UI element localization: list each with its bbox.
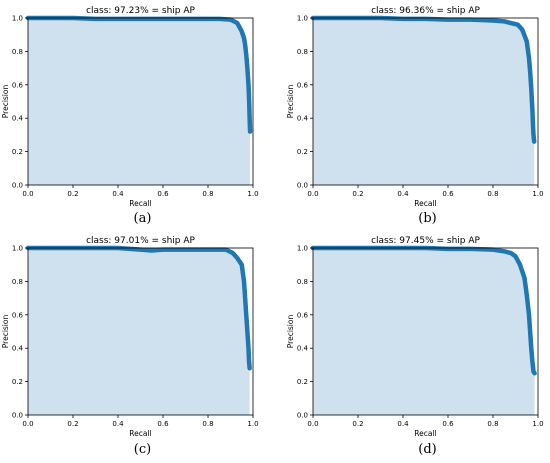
y-tick-label: 0.6 bbox=[12, 311, 24, 319]
x-tick-label: 0.6 bbox=[442, 190, 454, 198]
y-tick-label: 0.6 bbox=[297, 311, 309, 319]
y-tick-label: 1.0 bbox=[297, 245, 308, 253]
x-axis-label: Recall bbox=[129, 199, 151, 208]
y-axis-label: Precision bbox=[286, 85, 295, 119]
panel-caption: (c) bbox=[134, 442, 151, 457]
y-tick-label: 1.0 bbox=[12, 245, 23, 253]
pr-area-fill bbox=[28, 18, 251, 185]
x-tick-label: 0.6 bbox=[157, 420, 169, 428]
chart-panel: 0.0 0.2 0.4 0.6 0.8 1.0 0.0 0.2 0.4 0.6 0.8 1.0 clas… bbox=[286, 236, 544, 457]
y-tick-label: 0.8 bbox=[297, 48, 308, 56]
y-tick-label: 0.4 bbox=[297, 115, 309, 123]
chart-title: class: 97.45% = ship AP bbox=[371, 236, 480, 246]
y-tick-label: 0.2 bbox=[12, 378, 23, 386]
y-tick-label: 0.0 bbox=[297, 412, 308, 420]
x-tick-label: 0.4 bbox=[112, 420, 124, 428]
x-tick-label: 0.4 bbox=[397, 420, 409, 428]
y-tick-label: 0.4 bbox=[12, 115, 24, 123]
x-tick-label: 1.0 bbox=[532, 420, 543, 428]
y-tick-label: 0.2 bbox=[297, 148, 308, 156]
x-axis-label: Recall bbox=[414, 199, 436, 208]
plot-frame bbox=[312, 247, 539, 416]
plot-frame bbox=[27, 17, 254, 186]
plot-frame bbox=[312, 17, 539, 186]
y-tick-label: 0.0 bbox=[12, 182, 23, 190]
x-axis-label: Recall bbox=[414, 429, 436, 438]
y-tick-label: 0.0 bbox=[12, 412, 23, 420]
pr-area-fill bbox=[313, 18, 535, 185]
x-tick-label: 1.0 bbox=[532, 190, 543, 198]
x-tick-label: 0.0 bbox=[307, 420, 318, 428]
y-axis-label: Precision bbox=[286, 315, 295, 349]
x-tick-label: 0.0 bbox=[22, 420, 33, 428]
x-tick-label: 1.0 bbox=[247, 420, 258, 428]
y-tick-label: 0.0 bbox=[297, 182, 308, 190]
x-tick-label: 0.2 bbox=[67, 190, 78, 198]
x-tick-label: 0.6 bbox=[442, 420, 454, 428]
x-tick-label: 0.8 bbox=[487, 190, 498, 198]
x-tick-label: 0.2 bbox=[352, 420, 363, 428]
x-tick-label: 1.0 bbox=[247, 190, 258, 198]
y-tick-label: 0.2 bbox=[12, 148, 23, 156]
chart-panel: 0.0 0.2 0.4 0.6 0.8 1.0 0.0 0.2 0.4 0.6 0.8 1.0 clas… bbox=[1, 236, 259, 457]
x-tick-label: 0.8 bbox=[202, 420, 213, 428]
chart-panel: 0.0 0.2 0.4 0.6 0.8 1.0 0.0 0.2 0.4 0.6 0.8 1.0 clas… bbox=[1, 6, 259, 226]
y-tick-label: 0.4 bbox=[297, 345, 309, 353]
y-tick-label: 1.0 bbox=[12, 15, 23, 23]
y-tick-label: 0.8 bbox=[12, 278, 23, 286]
panel-caption: (b) bbox=[418, 211, 436, 226]
pr-area-fill bbox=[28, 248, 250, 415]
chart-title: class: 97.01% = ship AP bbox=[86, 236, 195, 246]
y-tick-label: 1.0 bbox=[297, 15, 308, 23]
x-tick-label: 0.0 bbox=[307, 190, 318, 198]
y-tick-label: 0.6 bbox=[12, 81, 24, 89]
y-tick-label: 0.8 bbox=[12, 48, 23, 56]
x-tick-label: 0.4 bbox=[397, 190, 409, 198]
y-tick-label: 0.6 bbox=[297, 81, 309, 89]
x-tick-label: 0.4 bbox=[112, 190, 124, 198]
pr-curve-line bbox=[25, 15, 253, 134]
pr-area-fill bbox=[313, 248, 535, 415]
y-tick-label: 0.2 bbox=[297, 378, 308, 386]
y-axis-label: Precision bbox=[1, 315, 10, 349]
panel-caption: (d) bbox=[418, 442, 436, 457]
plot-frame bbox=[27, 247, 254, 416]
x-tick-label: 0.2 bbox=[67, 420, 78, 428]
x-tick-label: 0.8 bbox=[487, 420, 498, 428]
y-axis-label: Precision bbox=[1, 85, 10, 119]
chart-title: class: 97.23% = ship AP bbox=[86, 6, 195, 16]
chart-panel: 0.0 0.2 0.4 0.6 0.8 1.0 0.0 0.2 0.4 0.6 0.8 1.0 clas… bbox=[286, 6, 544, 226]
panel-caption: (a) bbox=[134, 211, 152, 226]
y-tick-label: 0.4 bbox=[12, 345, 24, 353]
y-tick-label: 0.8 bbox=[297, 278, 308, 286]
x-tick-label: 0.6 bbox=[157, 190, 169, 198]
x-tick-label: 0.2 bbox=[352, 190, 363, 198]
x-axis-label: Recall bbox=[129, 429, 151, 438]
x-tick-label: 0.8 bbox=[202, 190, 213, 198]
x-tick-label: 0.0 bbox=[22, 190, 33, 198]
chart-title: class: 96.36% = ship AP bbox=[371, 6, 480, 16]
